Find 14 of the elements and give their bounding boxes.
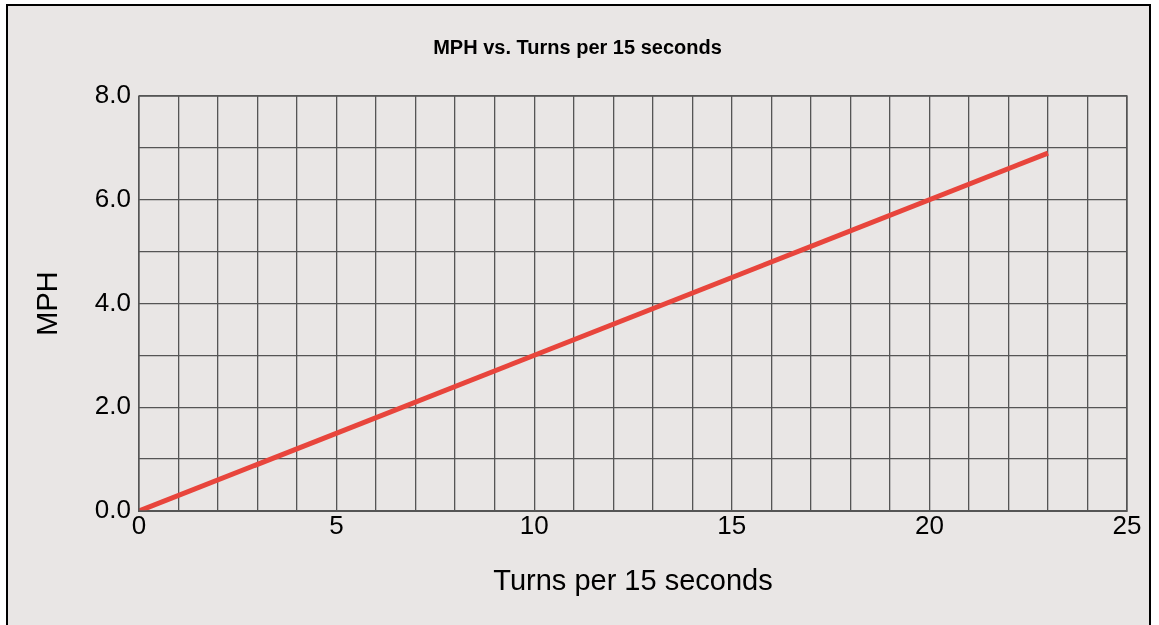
- y-tick-label: 2.0: [94, 390, 131, 421]
- y-tick-label: 0.0: [94, 494, 131, 525]
- y-axis-title: MPH: [31, 271, 64, 336]
- y-tick-label: 6.0: [94, 182, 131, 213]
- y-tick-label: 8.0: [94, 79, 131, 110]
- x-tick-label: 10: [519, 509, 549, 540]
- y-tick-label: 4.0: [94, 286, 131, 317]
- x-tick-label: 25: [1112, 509, 1142, 540]
- chart-title: MPH vs. Turns per 15 seconds: [433, 35, 722, 58]
- x-tick-label: 20: [914, 509, 944, 540]
- x-axis-title: Turns per 15 seconds: [493, 563, 773, 596]
- x-tick-label: 15: [717, 509, 747, 540]
- x-tick-label: 0: [131, 509, 147, 540]
- x-tick-label: 5: [329, 509, 344, 540]
